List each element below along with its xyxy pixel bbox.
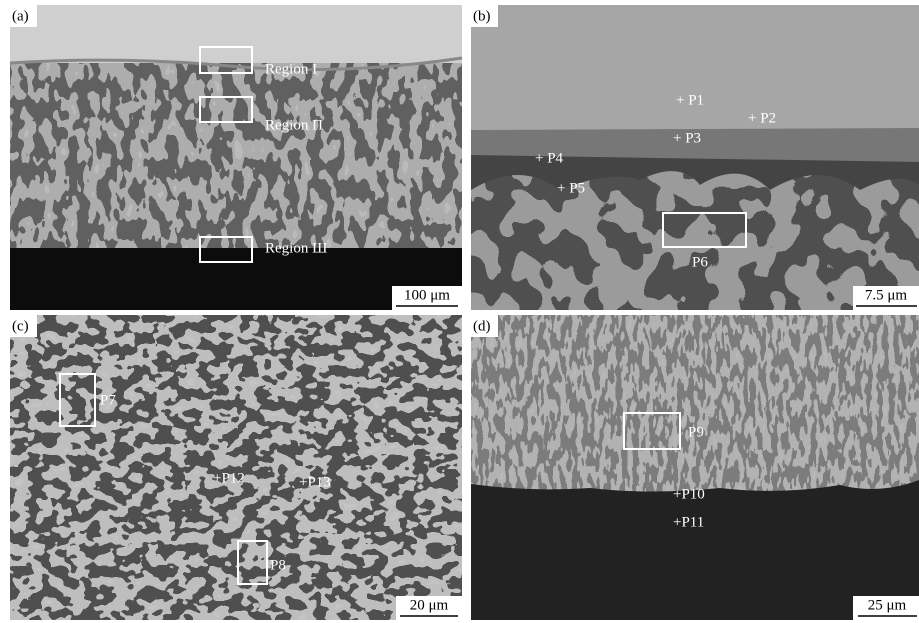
- micrograph: [10, 315, 462, 620]
- panel-b: + P1 + P2 + P3 + P4 + P5 P6 (b) 7.5 μm: [471, 5, 919, 310]
- panel-c: P7 +P12 +P13 P8 (c) 20 μm: [10, 315, 462, 620]
- scale-bar: 100 μm: [404, 287, 450, 303]
- coating-layer: [471, 5, 919, 130]
- annotation: +P11: [673, 514, 704, 530]
- annotation: P9: [688, 424, 704, 440]
- annotation: + P2: [748, 110, 776, 126]
- panel-d: P9 +P10 +P11 (d) 25 μm: [471, 315, 919, 620]
- figure: Region I Region Π Region Ш (a) 100 μm + …: [0, 0, 919, 623]
- coating-layer: [10, 5, 462, 63]
- scale-bar: 25 μm: [868, 597, 907, 613]
- annotation: + P5: [557, 180, 585, 196]
- annotation: +P13: [299, 474, 331, 490]
- annotation: P7: [100, 392, 116, 408]
- annotation: + P3: [673, 130, 701, 146]
- annotation: +P10: [673, 486, 705, 502]
- annotation: + P4: [535, 150, 564, 166]
- annotation: P6: [692, 254, 708, 270]
- annotation: Region Π: [265, 117, 323, 133]
- panel-label: (d): [473, 318, 491, 334]
- annotation: P8: [270, 557, 286, 573]
- micrograph: [471, 315, 919, 500]
- scale-bar: 7.5 μm: [865, 287, 908, 303]
- panel-label: (b): [473, 8, 491, 24]
- panel-a: Region I Region Π Region Ш (a) 100 μm: [10, 5, 462, 310]
- panel-label: (a): [12, 8, 29, 24]
- annotation: Region Ш: [265, 240, 327, 256]
- annotation: + P1: [676, 92, 704, 108]
- annotation: +P12: [213, 470, 245, 486]
- scale-bar: 20 μm: [410, 597, 449, 613]
- annotation: Region I: [265, 61, 317, 77]
- micrograph: [10, 60, 462, 250]
- panel-label: (c): [12, 318, 29, 334]
